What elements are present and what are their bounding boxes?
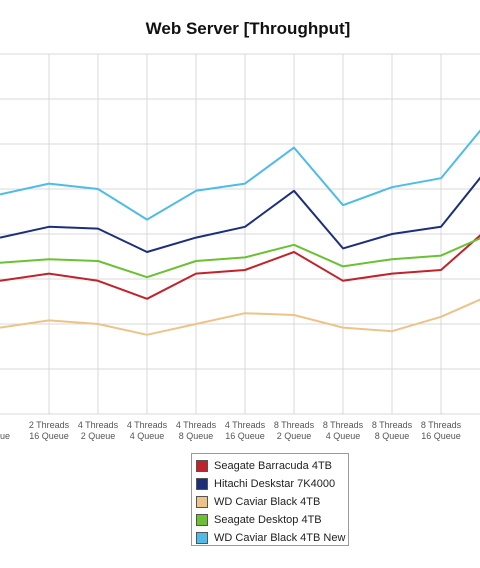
grid [0, 53, 480, 415]
x-tick-label: 8 Threads [274, 420, 315, 430]
x-tick-label: 2 Threads [29, 420, 70, 430]
legend-label: Seagate Barracuda 4TB [214, 460, 333, 472]
x-tick-label: 8 Threads [372, 420, 413, 430]
legend-swatch [196, 496, 208, 508]
legend-label: WD Caviar Black 4TB New [214, 532, 346, 544]
x-tick-label: 8 Queue [179, 431, 214, 441]
series-line-4 [0, 237, 480, 279]
series-line-3 [0, 298, 480, 336]
legend-swatch [196, 532, 208, 544]
x-tick-label: 4 Threads [127, 420, 168, 430]
legend-swatch [196, 460, 208, 472]
x-tick-label: ueue [0, 431, 10, 441]
x-tick-label: 2 Queue [81, 431, 116, 441]
x-tick-label: 2 Queue [277, 431, 312, 441]
x-tick-label: 8 Threads [421, 420, 462, 430]
legend-swatch [196, 478, 208, 490]
legend-swatch [196, 514, 208, 526]
legend-label: Seagate Desktop 4TB [214, 514, 322, 526]
series-line-2 [0, 176, 480, 253]
legend-item: Hitachi Deskstar 7K4000 [196, 475, 348, 493]
x-tick-label: 4 Threads [78, 420, 119, 430]
x-tick-label: 8 Threads [323, 420, 364, 430]
series-lines [0, 129, 480, 336]
x-tick-label: 4 Threads [225, 420, 266, 430]
series-line-5 [0, 129, 480, 221]
x-tick-label: 8 Queue [375, 431, 410, 441]
chart-title: Web Server [Throughput] [145, 19, 351, 38]
x-tick-label: 16 Queue [225, 431, 265, 441]
x-tick-label: 4 Threads [176, 420, 217, 430]
x-tick-label: 16 Queue [29, 431, 69, 441]
legend-item: Seagate Barracuda 4TB [196, 457, 348, 475]
legend-item: WD Caviar Black 4TB [196, 493, 348, 511]
legend-label: Hitachi Deskstar 7K4000 [214, 478, 336, 490]
x-tick-label: 4 Queue [326, 431, 361, 441]
x-tick-label: 16 Queue [421, 431, 461, 441]
legend-item: WD Caviar Black 4TB New [196, 529, 348, 547]
legend-item: Seagate Desktop 4TB [196, 511, 348, 529]
series-line-1 [0, 234, 480, 300]
legend-label: WD Caviar Black 4TB [214, 496, 321, 508]
legend: Seagate Barracuda 4TB Hitachi Deskstar 7K… [191, 453, 349, 546]
x-tick-label: 4 Queue [130, 431, 165, 441]
